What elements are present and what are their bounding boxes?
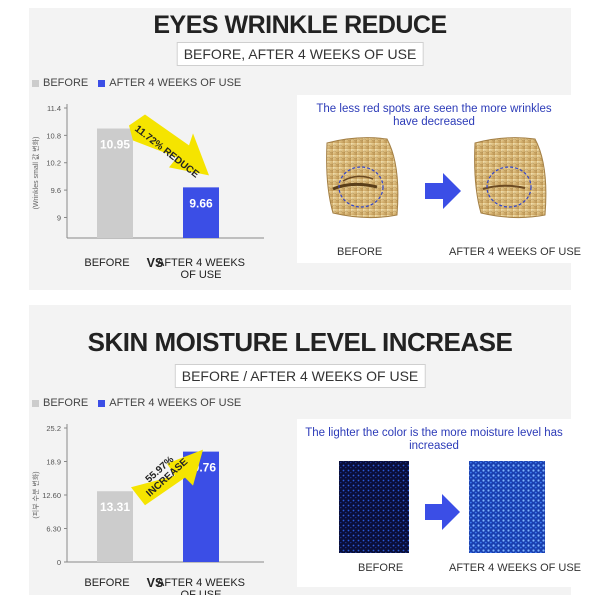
legend-swatch-after [98,79,106,87]
bar [183,187,219,238]
bar [97,128,133,238]
y-tick-label: 11.4 [47,104,61,113]
y-tick-label: 10.8 [46,131,61,140]
vs-label: VS [147,256,164,270]
moisture-section: SKIN MOISTURE LEVEL INCREASE BEFORE / AF… [29,305,581,600]
after-skin-image [474,137,547,219]
wrinkle-comparison-figure: The less red spots are seen the more wri… [297,95,581,263]
arrow-right-icon [425,494,460,530]
legend-item-after: AFTER 4 WEEKS OF USE [98,397,241,409]
figure-caption: The less red spots are seen the more wri… [316,103,552,128]
legend-item-before: BEFORE [32,397,88,409]
arrow-shape [131,449,203,506]
figure-label-before: BEFORE [337,246,383,258]
x-tick-label: AFTER 4 WEEKS [157,257,245,269]
y-tick-label: 18.9 [46,458,61,467]
chart-svg: 9 9.6 10.2 10.8 11.4 (Wrinkles small 값 변화) 10.… [32,104,264,281]
legend-label-after: AFTER 4 WEEKS OF USE [109,77,242,89]
x-tick-label: OF USE [181,589,222,595]
after-moisture-image [469,461,545,553]
wrinkle-section: EYES WRINKLE REDUCE BEFORE, AFTER 4 WEEK… [29,8,581,290]
before-skin-image [326,137,399,219]
y-tick-label: 9.6 [51,186,61,195]
x-tick-label: BEFORE [84,577,129,589]
wrinkle-bar-chart: 9 9.6 10.2 10.8 11.4 (Wrinkles small 값 변화) 10.… [29,98,291,298]
x-tick-label: BEFORE [84,257,129,269]
chart-legend: BEFORE AFTER 4 WEEKS OF USE [32,77,251,89]
data-label: 10.95 [100,138,130,152]
section-title: SKIN MOISTURE LEVEL INCREASE [87,327,513,357]
figure-caption: The lighter the color is the more moistu… [305,427,563,452]
x-tick-label: OF USE [181,269,222,281]
section-subtitle: BEFORE, AFTER 4 WEEKS OF USE [176,42,424,66]
y-tick-label: 9 [57,213,61,222]
y-tick-label: 10.2 [46,159,61,168]
y-tick-label: 12.60 [42,491,61,500]
chart-legend: BEFORE AFTER 4 WEEKS OF USE [32,397,251,409]
before-moisture-image [339,461,409,553]
wrinkle-images [326,137,547,219]
legend-swatch-before [32,399,39,407]
figure-label-after: AFTER 4 WEEKS OF USE [449,246,582,258]
figure-label-before: BEFORE [358,562,404,574]
data-label: 13.31 [100,500,130,514]
legend-swatch-before [32,79,39,87]
y-tick-label: 25.2 [46,424,61,433]
legend-item-before: BEFORE [32,77,88,89]
legend-label-after: AFTER 4 WEEKS OF USE [109,397,242,409]
moisture-bar-chart: 0 6.30 12.60 18.9 25.2 (피부 수분 변화) 13.31 20.76 BE… [29,420,291,600]
legend-label-before: BEFORE [43,397,89,409]
y-tick-label: 0 [57,558,61,567]
arrow-right-icon [425,173,461,209]
legend-label-before: BEFORE [43,77,89,89]
annotation-arrow: 11.72% REDUCE [129,114,209,181]
data-label: 9.66 [189,196,213,210]
figure-label-after: AFTER 4 WEEKS OF USE [449,562,582,574]
moisture-images [339,461,545,553]
section-title: EYES WRINKLE REDUCE [153,11,447,39]
moisture-comparison-figure: The lighter the color is the more moistu… [297,419,581,587]
y-axis-label: (피부 수분 변화) [31,471,40,518]
section-subtitle: BEFORE / AFTER 4 WEEKS OF USE [174,364,426,388]
vs-label: VS [147,576,164,590]
y-axis-label: (Wrinkles small 값 변화) [32,137,40,210]
y-tick-label: 6.30 [46,525,61,534]
x-tick-label: AFTER 4 WEEKS [157,577,245,589]
arrow-shape [129,114,209,176]
legend-swatch-after [98,399,106,407]
legend-item-after: AFTER 4 WEEKS OF USE [98,77,241,89]
bar [97,491,133,562]
